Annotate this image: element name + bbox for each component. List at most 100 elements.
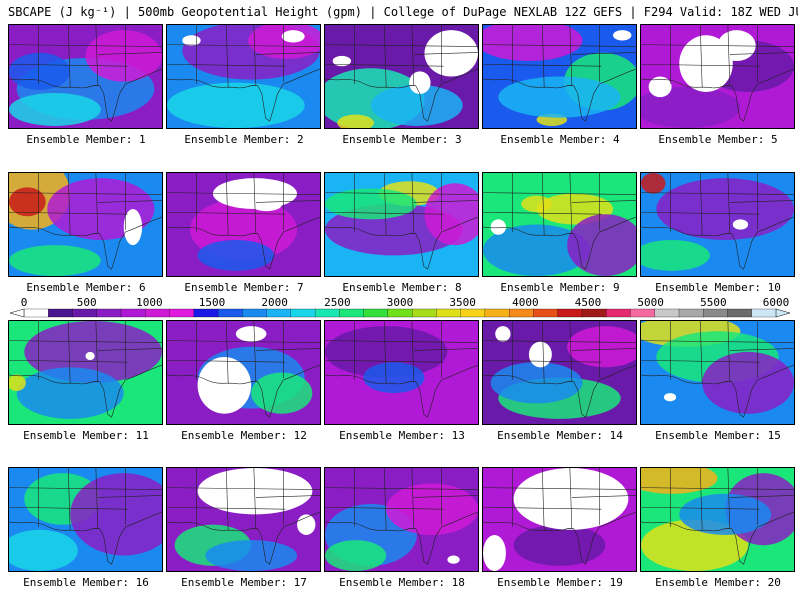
zero-cape-region [732,219,749,230]
map-border-line [9,487,162,490]
map-border-line [541,321,545,384]
map-border-line [67,25,71,88]
cape-shade-region [337,114,374,128]
sbcape-map [167,173,320,271]
ensemble-map-panel [166,172,321,277]
sbcape-map [483,468,636,571]
map-border-line [95,173,99,234]
cape-shade-region [483,224,591,276]
map-border-line [325,340,478,343]
colorbar-tick-label: 3500 [449,297,476,309]
map-borders [483,25,636,122]
map-border-line [325,211,444,215]
map-border-line [95,25,99,86]
ensemble-member-label: Ensemble Member: 9 [500,281,620,294]
map-border-line [727,25,731,86]
map-border-line [699,468,703,531]
map-border-line [325,44,478,47]
map-border-line [727,468,731,529]
colorbar-swatch [436,308,462,318]
cape-shade-region [641,86,741,128]
zero-cape-region [281,30,305,43]
colorbar-swatch [242,308,268,318]
cape-shade-region [490,362,583,404]
ensemble-member-label: Ensemble Member: 19 [497,576,623,589]
map-border-line [483,216,636,270]
map-border-line [167,340,320,343]
map-border-line [699,173,703,236]
zero-cape-region [251,198,282,212]
cape-shade-region [513,524,606,566]
map-border-line [325,216,478,270]
colorbar-swatch [460,308,486,318]
map-border-line [225,25,229,88]
cape-shade-region [251,372,313,414]
zero-cape-region [447,555,460,564]
map-border-line [9,359,128,363]
map-border-line [411,468,415,529]
map-borders [325,468,478,565]
cape-shade-region [641,468,718,494]
ensemble-map-panel [166,320,321,425]
ensemble-map-panel [640,467,795,572]
map-border-line [9,44,162,47]
colorbar-tick-label: 5500 [700,297,727,309]
sbcape-map [9,25,162,126]
map-borders [9,321,162,418]
sbcape-map [325,25,478,128]
map-borders [483,321,636,418]
colorbar-swatch [290,308,316,318]
cape-shade-region [641,173,666,194]
zero-cape-region [483,534,506,571]
map-border-line [641,511,794,565]
map-border-line [699,321,703,384]
map-border-line [483,487,636,490]
map-border-line [167,68,320,122]
map-border-line [9,511,162,565]
map-border-line [483,359,602,363]
cape-shade-region [325,326,448,378]
map-border-line [253,321,257,382]
ensemble-member-label: Ensemble Member: 7 [184,281,304,294]
cape-shade-region [641,239,710,271]
ensemble-member-label: Ensemble Member: 4 [500,133,620,146]
colorbar-tick-label: 2000 [261,297,288,309]
sbcape-map [167,321,320,418]
ensemble-member-label: Ensemble Member: 8 [342,281,462,294]
cape-shade-region [9,52,71,90]
zero-cape-region [528,341,552,368]
sbcape-map [167,468,320,571]
cape-shade-region [702,351,794,414]
ensemble-map-panel [324,320,479,425]
cape-shade-region [325,540,387,571]
ensemble-map-panel [166,24,321,129]
colorbar-swatch [96,308,122,318]
colorbar-swatch [363,308,389,318]
cape-shade-region [9,92,101,126]
colorbar-swatch [533,308,559,318]
cape-shade-region [567,214,636,276]
map-border-line [325,506,444,510]
sbcape-map [167,25,320,128]
map-borders [483,468,636,565]
map-border-line [411,173,415,234]
zero-cape-region [85,351,95,361]
map-border-line [641,487,794,490]
map-border-line [9,340,162,343]
ensemble-map-panel [482,172,637,277]
colorbar-swatch [484,308,510,318]
colorbar-swatch [48,308,74,318]
map-border-line [727,321,731,382]
ensemble-member-label: Ensemble Member: 11 [23,429,149,442]
map-border-line [483,506,602,510]
map-borders [641,25,794,122]
colorbar-swatch [509,308,535,318]
colorbar-swatch [751,308,777,318]
map-border-line [383,468,387,531]
map-border-line [571,495,636,498]
map-border-line [97,52,162,55]
map-border-line [167,192,320,195]
zero-cape-region [409,71,431,95]
map-border-line [641,63,760,67]
map-border-line [97,348,162,351]
